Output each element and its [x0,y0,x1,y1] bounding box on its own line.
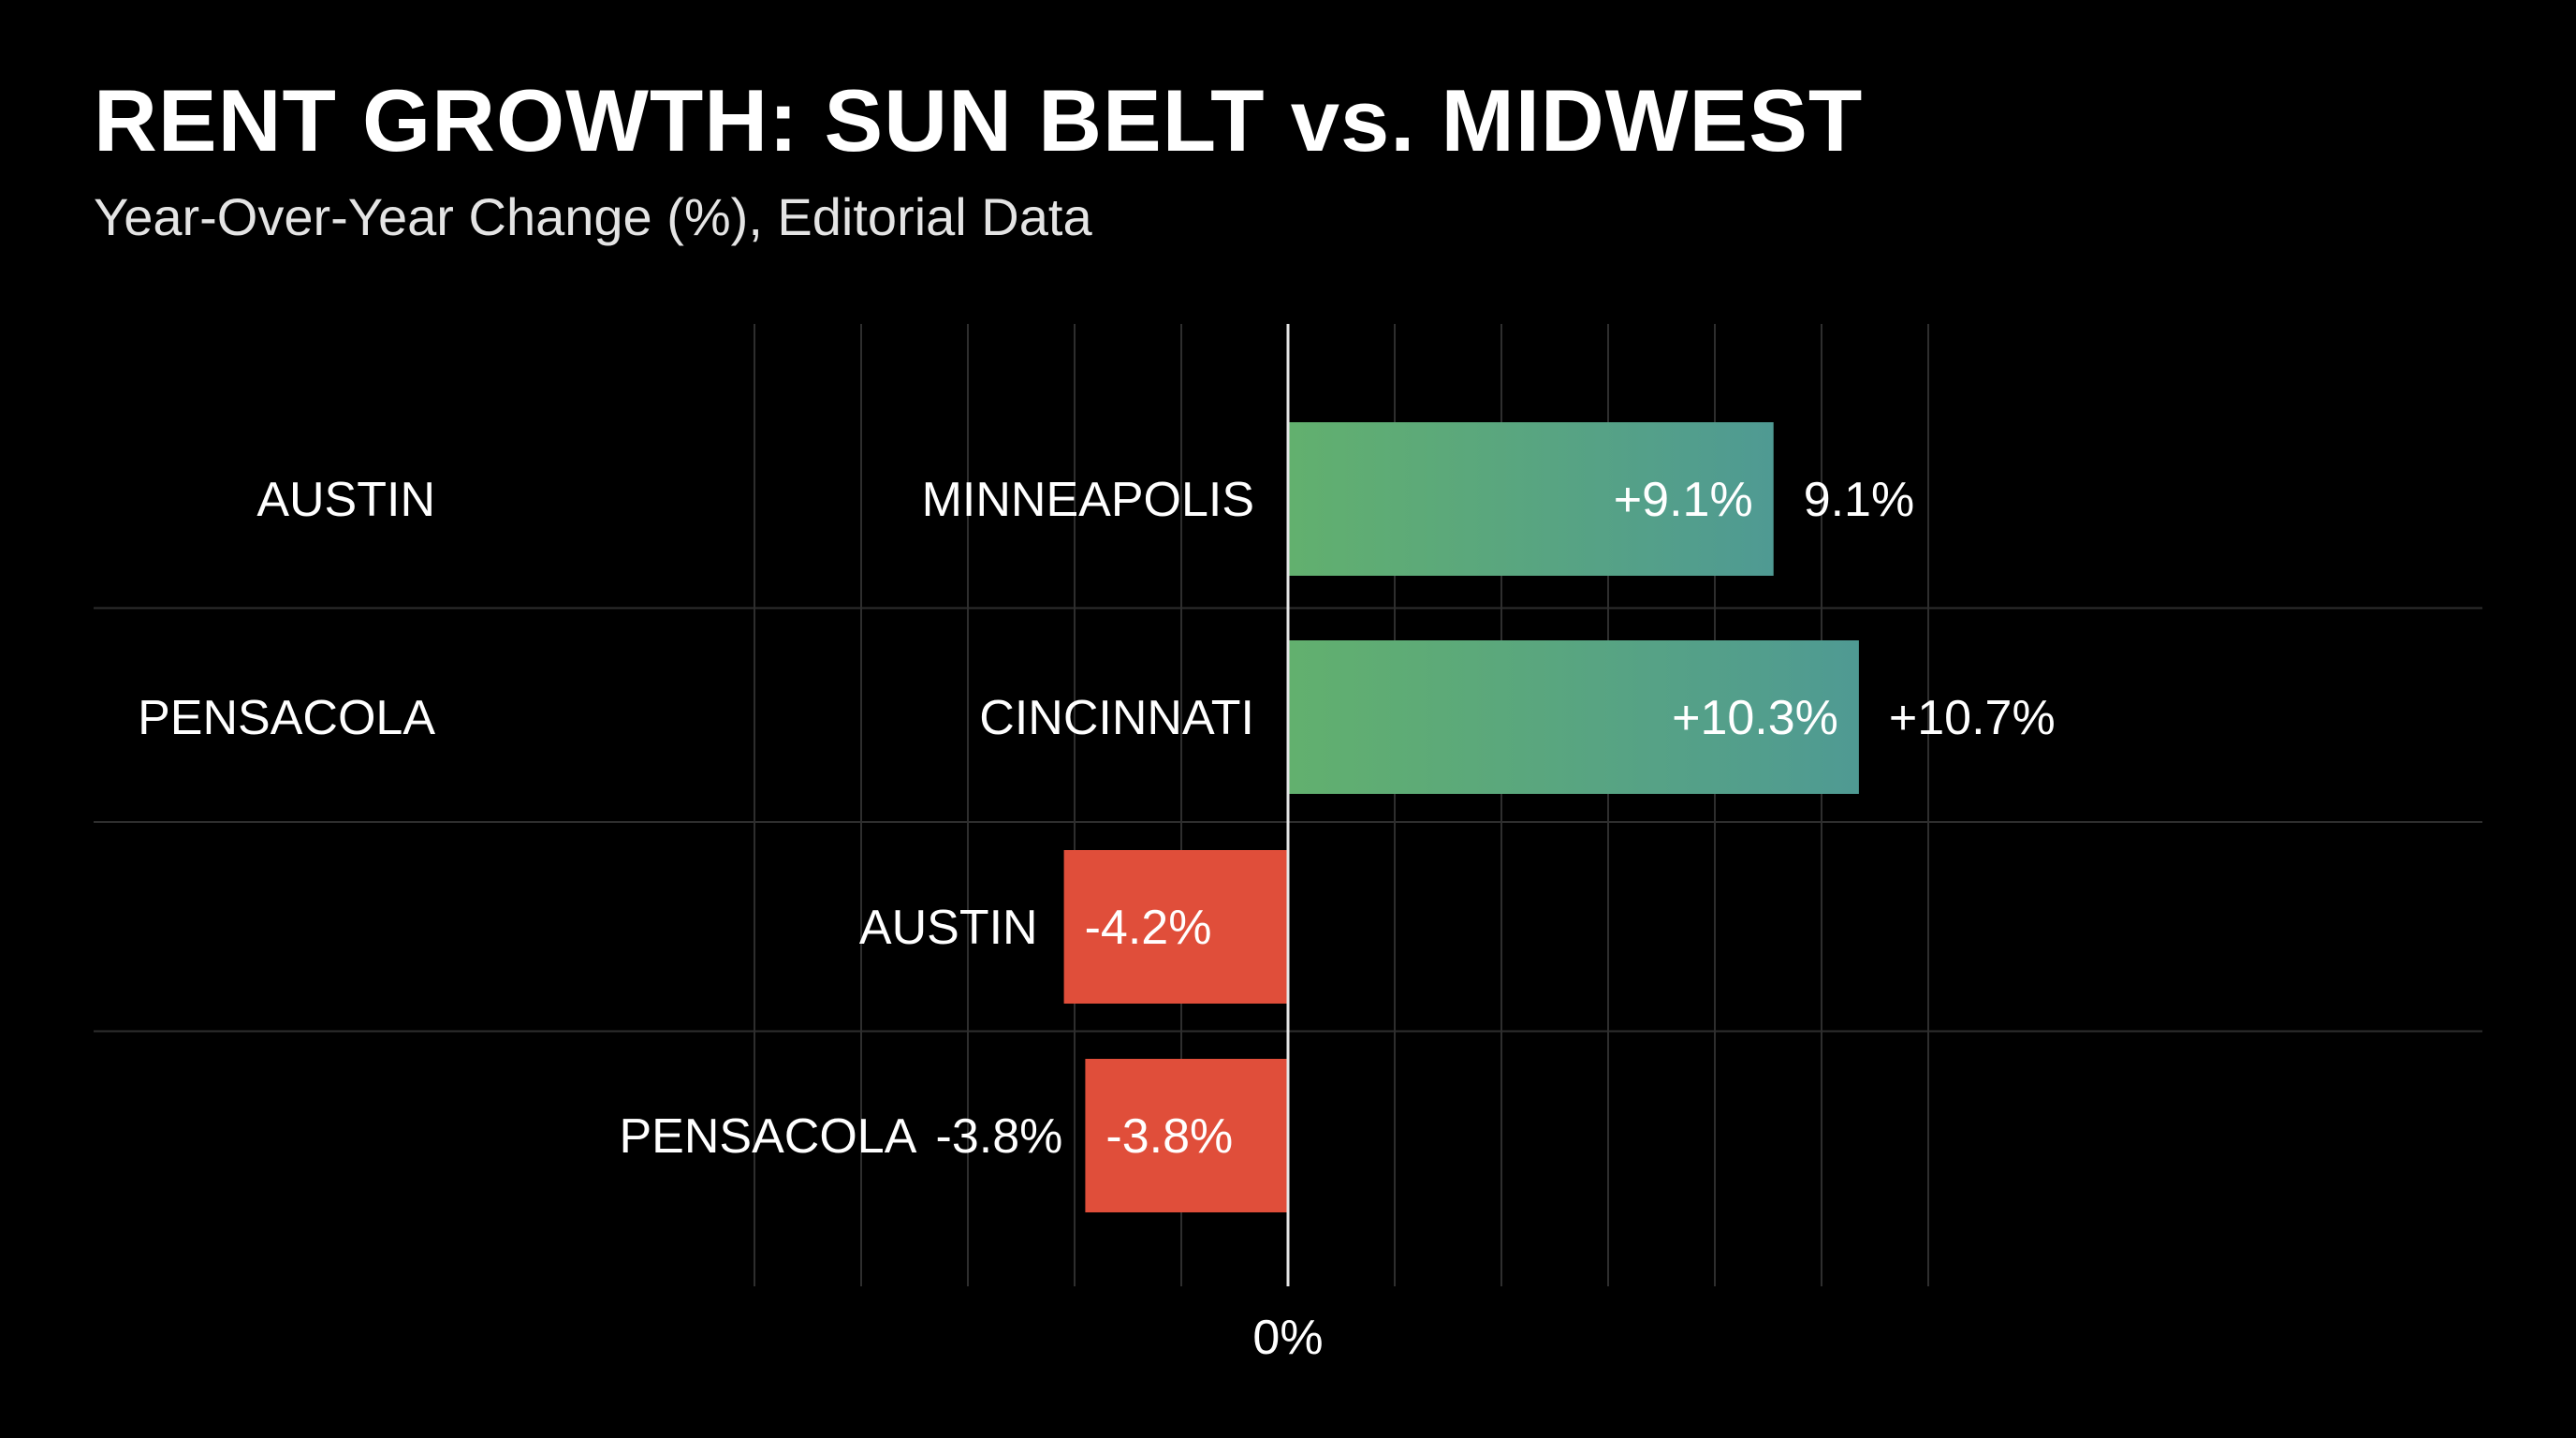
chart-subtitle: Year-Over-Year Change (%), Editorial Dat… [94,187,1092,246]
bar [1085,1059,1288,1212]
category-label: PENSACOLA [138,691,435,745]
data-label: +10.7% [1889,691,2056,745]
bar [1063,850,1288,1004]
labels: MINNEAPOLIS AUSTIN +9.1% 9.1% CINCINNATI PENS… [138,324,2056,1365]
data-label: 9.1% [1804,473,1915,527]
data-label: -4.2% [1085,901,1212,955]
bar [1288,422,1774,576]
category-label: AUSTIN [256,473,435,527]
data-label: -3.8% [1105,1109,1233,1164]
data-label: +9.1% [1614,473,1753,527]
bars [1063,422,1859,1212]
tick-label-zero: 0% [1252,1311,1323,1365]
chart-title: RENT GROWTH: SUN BELT vs. MIDWEST [94,71,1864,169]
category-label: AUSTIN [859,901,1038,955]
category-label: PENSACOLA [620,1109,917,1164]
category-label: MINNEAPOLIS [922,473,1254,527]
bar [1288,640,1859,794]
data-label: +10.3% [1672,691,1838,745]
category-label: CINCINNATI [979,691,1254,745]
data-label: -3.8% [936,1109,1063,1164]
